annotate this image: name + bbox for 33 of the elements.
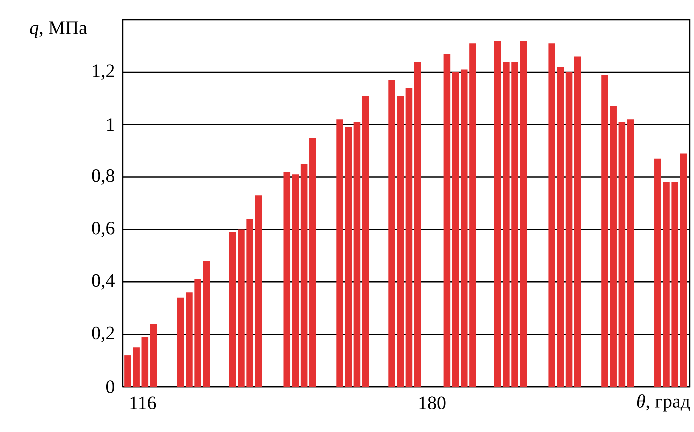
bar	[618, 122, 626, 387]
y-axis-title: q, МПа	[30, 22, 88, 38]
bar	[414, 62, 422, 387]
x-tick-label: 180	[420, 396, 446, 410]
y-tick-label: 0	[106, 380, 114, 394]
bar	[574, 56, 582, 387]
y-tick-label: 1	[107, 118, 114, 132]
y-tick-label: 0,8	[92, 170, 114, 186]
bar	[150, 324, 158, 387]
bar	[444, 54, 451, 387]
bar	[292, 174, 300, 387]
bar	[255, 196, 262, 387]
x-axis-title: θ, град	[637, 394, 690, 412]
bar	[203, 261, 210, 387]
y-tick-label: 1,2	[93, 64, 114, 80]
y-tick-label: 0,2	[92, 326, 114, 342]
bar	[557, 67, 564, 387]
bar	[627, 120, 634, 387]
bar	[548, 44, 556, 387]
bar	[680, 154, 688, 387]
y-tick-label: 0,6	[92, 222, 115, 238]
bar	[452, 72, 460, 387]
x-tick-label: 116	[130, 396, 156, 410]
bar	[566, 72, 573, 387]
bar	[362, 96, 370, 387]
bar	[300, 164, 308, 387]
bar	[406, 88, 413, 387]
y-tick-label: 0,4	[92, 274, 115, 290]
bar	[494, 40, 502, 387]
bar	[142, 337, 149, 387]
bar	[284, 172, 291, 387]
bar	[310, 138, 316, 387]
bar	[354, 122, 361, 387]
